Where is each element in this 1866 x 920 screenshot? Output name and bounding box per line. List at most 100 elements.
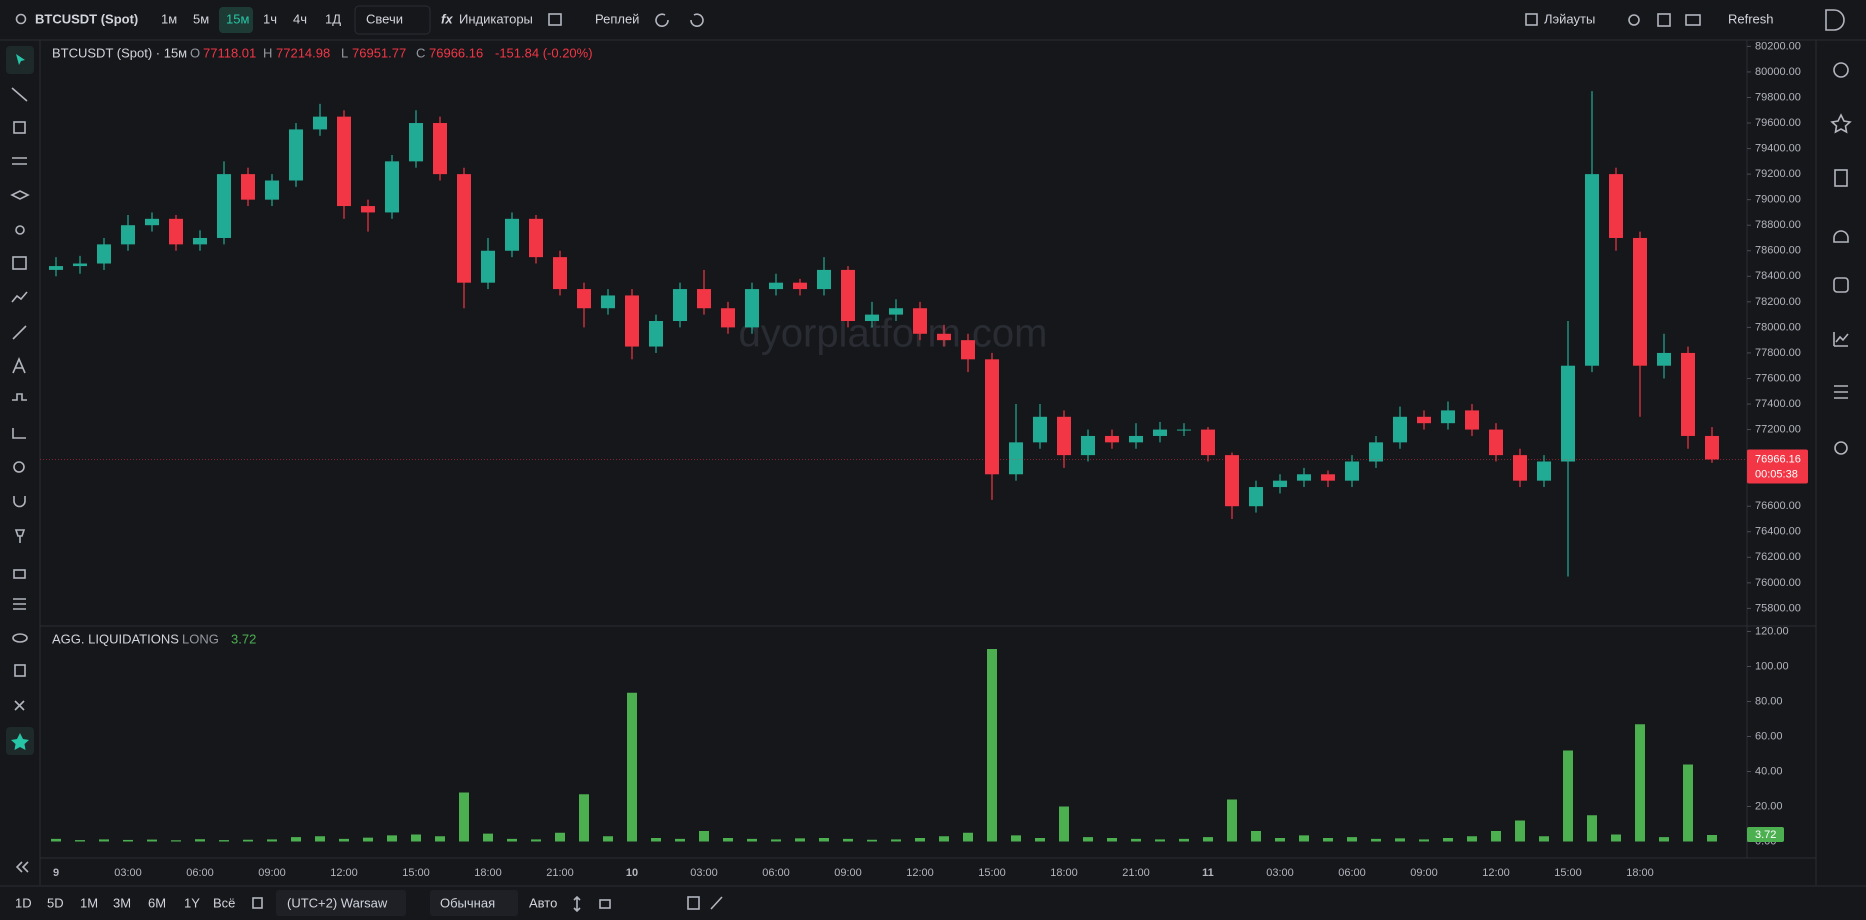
- replay[interactable]: Реплей: [595, 11, 639, 26]
- interval[interactable]: 5м: [193, 11, 209, 26]
- pin-tool[interactable]: [14, 529, 26, 543]
- y-tick-label: 77800.00: [1755, 347, 1801, 359]
- x-tick-label: 09:00: [1410, 867, 1438, 879]
- liquidation-bar: [387, 835, 397, 842]
- collapse-icon[interactable]: [15, 861, 29, 873]
- interval[interactable]: 4ч: [293, 11, 307, 26]
- x-tick-label: 03:00: [1266, 867, 1294, 879]
- orders-icon[interactable]: [1834, 385, 1848, 399]
- range[interactable]: 5D: [47, 895, 64, 910]
- timezone[interactable]: (UTC+2) Warsaw: [287, 895, 388, 910]
- close-tool[interactable]: [14, 700, 25, 711]
- watchlist-icon[interactable]: [1830, 113, 1852, 134]
- liquidation-bar: [1275, 838, 1285, 842]
- candle-body: [697, 289, 711, 309]
- indicators[interactable]: Индикаторы: [459, 11, 533, 26]
- snapshot-icon[interactable]: [1685, 14, 1701, 26]
- x-tick-label: 15:00: [1554, 867, 1582, 879]
- candle-body: [913, 308, 927, 334]
- candle-body: [865, 314, 879, 322]
- grid-tool[interactable]: [12, 256, 27, 270]
- text-tool[interactable]: [12, 356, 26, 374]
- chart-icon[interactable]: [1833, 332, 1849, 347]
- shape-tool[interactable]: [13, 121, 26, 134]
- price-tag: [1747, 449, 1808, 484]
- candle-body: [433, 123, 447, 175]
- range[interactable]: 1Y: [184, 895, 200, 910]
- pencil-icon[interactable]: [710, 896, 723, 910]
- liquidation-bar: [1443, 838, 1453, 842]
- cursor-tool[interactable]: [16, 54, 25, 65]
- pattern-tool[interactable]: [12, 393, 27, 401]
- candle-body: [985, 359, 999, 475]
- range[interactable]: 1M: [80, 895, 98, 910]
- grid-icon[interactable]: [687, 896, 700, 910]
- undo-icon[interactable]: [655, 13, 669, 27]
- auto-scale[interactable]: Авто: [529, 895, 557, 910]
- y-tick-label: 78600.00: [1755, 245, 1801, 257]
- y-tick-label: 76000.00: [1755, 577, 1801, 589]
- scale-mode[interactable]: Обычная: [440, 895, 495, 910]
- layers-tool[interactable]: [10, 190, 30, 200]
- lock-icon[interactable]: [599, 899, 611, 909]
- candle-body: [1129, 435, 1143, 443]
- channel-tool[interactable]: [12, 157, 27, 165]
- scale-icon[interactable]: [573, 895, 581, 913]
- liquidation-bar: [1491, 831, 1501, 842]
- notes-icon[interactable]: [1834, 169, 1848, 187]
- liquidation-bar: [1251, 831, 1261, 842]
- settings-icon[interactable]: [1833, 62, 1849, 78]
- interval[interactable]: 1ч: [263, 11, 277, 26]
- candle-body: [1297, 474, 1311, 481]
- list-tool[interactable]: [13, 598, 26, 610]
- range[interactable]: 3M: [113, 895, 131, 910]
- interval[interactable]: 1Д: [325, 11, 341, 26]
- liquidation-bar: [1131, 838, 1141, 842]
- share-icon[interactable]: [1834, 441, 1848, 455]
- liquidation-bar: [483, 833, 493, 842]
- candle-body: [241, 174, 255, 200]
- favorite-tool[interactable]: [11, 733, 29, 750]
- x-tick-label: 21:00: [1122, 867, 1150, 879]
- range[interactable]: 6M: [148, 895, 166, 910]
- legend-key: H: [263, 45, 272, 60]
- symbol[interactable]: BTCUSDT (Spot): [35, 11, 138, 26]
- liquidation-bar: [147, 839, 157, 842]
- calendar-icon[interactable]: [252, 897, 263, 909]
- fork-tool[interactable]: [15, 225, 25, 235]
- x-tick-label: 18:00: [1050, 867, 1078, 879]
- liquidation-bar: [891, 839, 901, 842]
- x-tick-label: 11: [1202, 867, 1214, 879]
- zoom-tool[interactable]: [13, 461, 25, 473]
- plot: 75800.00 76000.00 76200.00 76400.00 76600.00…: [40, 40, 1808, 879]
- chart-style[interactable]: Свечи: [366, 11, 403, 26]
- measure-tool[interactable]: [12, 428, 26, 439]
- range[interactable]: 1D: [15, 895, 32, 910]
- liquidation-bar: [699, 831, 709, 842]
- lock-tool[interactable]: [13, 569, 26, 579]
- interval[interactable]: 15м: [226, 11, 249, 26]
- redo-icon[interactable]: [690, 13, 704, 27]
- range[interactable]: Всё: [213, 895, 235, 910]
- layout-icon[interactable]: [548, 13, 562, 26]
- calendar-icon[interactable]: [1833, 277, 1849, 293]
- eye-tool[interactable]: [12, 633, 28, 643]
- alerts-icon[interactable]: [1833, 230, 1849, 243]
- candle-body: [937, 333, 951, 341]
- refresh[interactable]: Refresh: [1728, 11, 1774, 26]
- liquidation-bar: [819, 838, 829, 842]
- liquidation-bar: [219, 840, 229, 842]
- layouts[interactable]: Лэйауты: [1544, 11, 1595, 26]
- candle-body: [1657, 352, 1671, 366]
- trend-tool[interactable]: [11, 291, 28, 303]
- settings-icon[interactable]: [1628, 14, 1640, 26]
- interval[interactable]: 1м: [161, 11, 177, 26]
- line-tool[interactable]: [11, 87, 28, 102]
- trash-tool[interactable]: [14, 664, 26, 677]
- ruler-tool[interactable]: [12, 325, 27, 340]
- liquidation-bar: [1299, 835, 1309, 842]
- magnet-tool[interactable]: [13, 496, 26, 508]
- liquidation-bar: [435, 836, 445, 842]
- search-icon[interactable]: [15, 13, 27, 25]
- fullscreen-icon[interactable]: [1657, 13, 1671, 27]
